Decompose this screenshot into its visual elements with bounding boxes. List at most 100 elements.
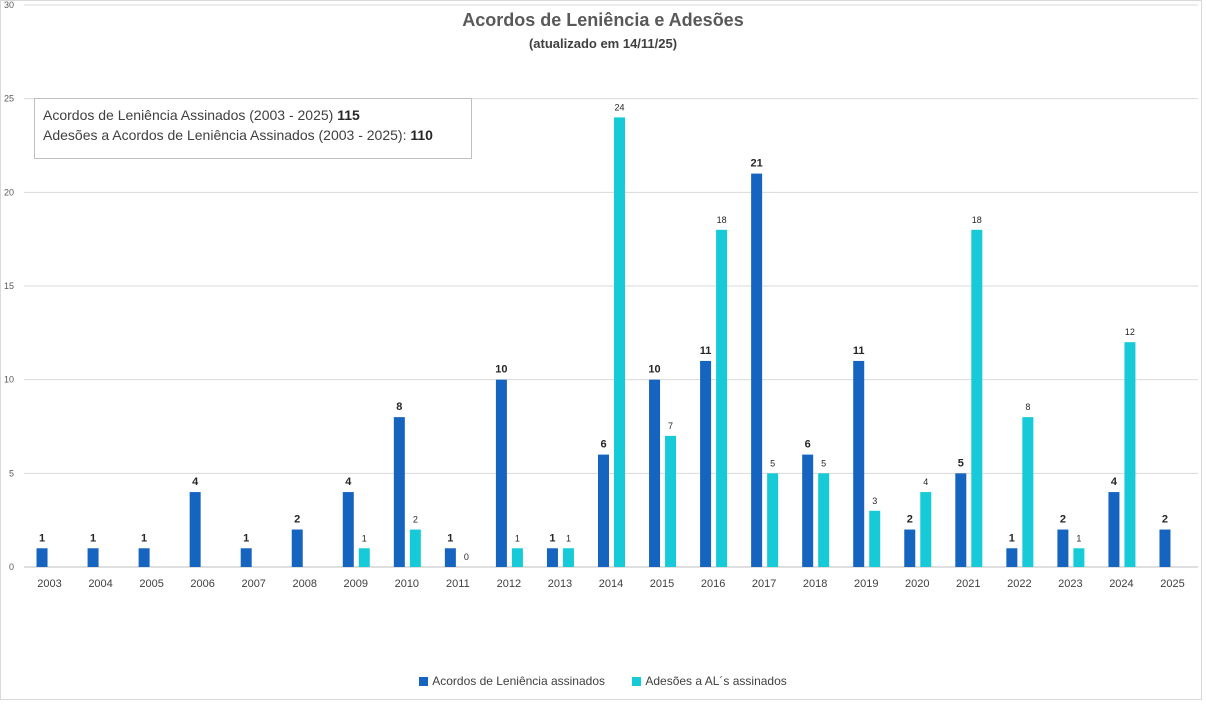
y-tick-label: 10 <box>4 375 14 385</box>
totals-adesoes-label: Adesões a Acordos de Leniência Assinados… <box>43 127 407 143</box>
bar-acordos <box>36 548 48 567</box>
x-tick-label: 2004 <box>88 578 112 590</box>
data-label-acordos: 2 <box>1162 514 1168 526</box>
x-tick-label: 2022 <box>1007 578 1031 590</box>
bar-acordos <box>546 548 558 567</box>
x-tick-label: 2025 <box>1160 578 1184 590</box>
data-label-acordos: 11 <box>700 345 712 357</box>
x-tick-label: 2020 <box>905 578 929 590</box>
totals-acordos: Acordos de Leniência Assinados (2003 - 2… <box>43 105 471 125</box>
bar-acordos <box>955 473 967 567</box>
data-label-acordos: 21 <box>751 158 763 170</box>
data-label-acordos: 1 <box>90 532 96 544</box>
bar-adesoes <box>971 229 983 568</box>
legend-label-adesoes: Adesões a AL´s assinados <box>645 674 787 688</box>
bar-acordos <box>1006 548 1018 567</box>
data-label-adesoes: 24 <box>614 102 624 112</box>
bar-adesoes <box>409 529 421 567</box>
x-tick-label: 2015 <box>650 578 674 590</box>
data-label-acordos: 4 <box>192 476 199 488</box>
data-label-adesoes: 5 <box>770 458 775 468</box>
legend-swatch-adesoes <box>632 677 642 686</box>
y-tick-label: 5 <box>9 468 14 478</box>
bar-acordos <box>649 379 661 567</box>
data-label-acordos: 1 <box>1009 532 1015 544</box>
legend-item-acordos[interactable]: Acordos de Leniência assinados <box>419 674 605 688</box>
x-tick-label: 2018 <box>803 578 827 590</box>
chart-subtitle: (atualizado em 14/11/25) <box>528 36 678 51</box>
data-label-acordos: 1 <box>549 532 555 544</box>
data-label-acordos: 10 <box>648 364 660 376</box>
data-label-acordos: 4 <box>1111 476 1118 488</box>
data-label-acordos: 2 <box>1060 514 1066 526</box>
x-tick-label: 2006 <box>190 578 214 590</box>
data-label-acordos: 1 <box>243 532 249 544</box>
data-label-adesoes: 0 <box>464 552 469 562</box>
bar-acordos <box>1108 492 1120 567</box>
chart-legend: Acordos de Leniência assinados Adesões a… <box>0 674 1206 688</box>
totals-acordos-label: Acordos de Leniência Assinados (2003 - 2… <box>43 107 334 123</box>
bar-acordos <box>393 417 405 567</box>
bar-adesoes <box>614 117 625 568</box>
bar-adesoes <box>1124 342 1136 567</box>
bar-adesoes <box>767 473 779 567</box>
bar-acordos <box>291 529 303 567</box>
bar-acordos <box>700 360 712 567</box>
bar-adesoes <box>562 548 574 567</box>
legend-item-adesoes[interactable]: Adesões a AL´s assinados <box>632 674 787 688</box>
x-tick-label: 2003 <box>37 578 61 590</box>
data-label-adesoes: 1 <box>362 533 367 543</box>
bar-acordos <box>189 492 201 567</box>
bar-acordos <box>598 454 609 567</box>
data-label-adesoes: 18 <box>972 215 982 225</box>
data-label-adesoes: 2 <box>413 515 418 525</box>
bar-acordos <box>342 492 354 567</box>
data-label-adesoes: 8 <box>1025 402 1030 412</box>
bar-acordos <box>904 529 916 567</box>
x-tick-label: 2021 <box>956 578 980 590</box>
bar-adesoes <box>818 473 830 567</box>
bar-adesoes <box>358 548 370 567</box>
x-tick-label: 2005 <box>139 578 163 590</box>
x-tick-label: 2023 <box>1058 578 1082 590</box>
chart-title: Acordos de Leniência e Adesões <box>462 10 744 30</box>
x-tick-label: 2009 <box>344 578 368 590</box>
data-label-acordos: 1 <box>39 532 45 544</box>
y-tick-label: 0 <box>9 562 14 572</box>
legend-label-acordos: Acordos de Leniência assinados <box>432 674 605 688</box>
data-label-acordos: 1 <box>447 532 453 544</box>
data-label-adesoes: 4 <box>923 477 928 487</box>
y-tick-label: 30 <box>4 0 14 10</box>
data-label-adesoes: 1 <box>1076 533 1081 543</box>
bar-acordos <box>802 454 814 567</box>
x-tick-label: 2011 <box>446 578 470 590</box>
x-tick-label: 2007 <box>241 578 265 590</box>
totals-adesoes: Adesões a Acordos de Leniência Assinados… <box>43 125 471 145</box>
legend-swatch-acordos <box>419 677 429 686</box>
bar-adesoes <box>511 548 523 567</box>
data-label-acordos: 5 <box>958 457 964 469</box>
y-tick-label: 25 <box>4 94 14 104</box>
y-tick-label: 20 <box>4 187 14 197</box>
data-label-adesoes: 1 <box>515 533 520 543</box>
x-tick-label: 2017 <box>752 578 776 590</box>
bar-acordos <box>853 360 865 567</box>
data-label-adesoes: 12 <box>1125 327 1135 337</box>
totals-info-box: Acordos de Leniência Assinados (2003 - 2… <box>34 98 472 159</box>
bar-acordos <box>138 548 150 567</box>
data-label-acordos: 11 <box>853 345 865 357</box>
bar-acordos <box>495 379 507 567</box>
data-label-acordos: 6 <box>600 439 606 451</box>
x-tick-label: 2014 <box>599 578 623 590</box>
bar-adesoes <box>716 229 728 568</box>
data-label-acordos: 2 <box>907 514 913 526</box>
data-label-acordos: 2 <box>294 514 300 526</box>
bar-acordos <box>1159 529 1171 567</box>
data-label-adesoes: 3 <box>872 496 877 506</box>
x-tick-label: 2013 <box>548 578 572 590</box>
totals-acordos-value: 115 <box>337 107 360 123</box>
x-tick-label: 2010 <box>395 578 419 590</box>
x-tick-label: 2012 <box>497 578 521 590</box>
